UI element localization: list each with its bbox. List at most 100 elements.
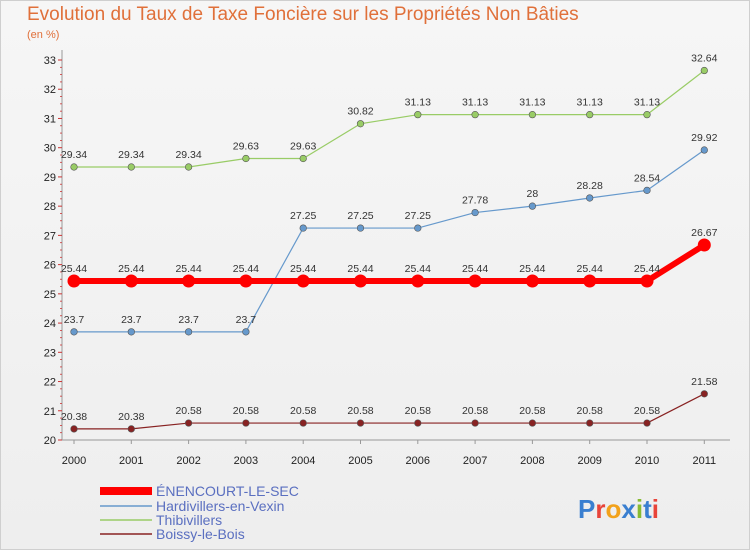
y-tick-label: 31: [44, 113, 56, 125]
series-line: [74, 393, 705, 430]
data-label: 25.44: [634, 263, 660, 275]
series-line: [74, 70, 705, 168]
x-tick-label: 2003: [234, 455, 258, 467]
data-label: 31.13: [634, 97, 660, 109]
data-point: [414, 111, 422, 119]
y-tick-label: 29: [44, 172, 56, 184]
series-thibivillers: 29.34 29.34 29.34 29.63 29.63 30.82 31.13 31.13…: [61, 53, 718, 171]
legend-label: ÉNENCOURT-LE-SEC: [156, 483, 299, 499]
x-tick-label: 2002: [176, 455, 200, 467]
data-label: 31.13: [462, 97, 488, 109]
series--nencourt-le-sec: 25.44 25.44 25.44 25.44 25.44 25.44 25.44 25.44…: [61, 227, 718, 288]
chart-title: Evolution du Taux de Taxe Foncière sur l…: [27, 4, 579, 25]
data-label: 21.58: [691, 376, 717, 388]
data-point: [643, 111, 651, 119]
data-label: 25.44: [233, 263, 259, 275]
data-label: 30.82: [347, 106, 373, 118]
legend-item: ÉNENCOURT-LE-SEC: [100, 483, 299, 499]
data-label: 31.13: [519, 97, 545, 109]
x-tick-label: 2007: [463, 455, 487, 467]
x-tick-label: 2000: [62, 455, 86, 467]
data-point: [239, 274, 253, 288]
proxiti-logo: Proxiti: [578, 494, 659, 524]
series-line: [74, 149, 705, 333]
data-point: [586, 194, 594, 202]
series-boissy-le-bois: 20.38 20.38 20.58 20.58 20.58 20.58 20.58 20.58…: [61, 376, 718, 433]
data-label: 28: [527, 188, 539, 200]
x-tick-label: 2001: [119, 455, 143, 467]
series-line: [74, 242, 706, 284]
data-point: [242, 154, 250, 163]
data-label: 31.13: [405, 97, 431, 109]
data-point: [299, 224, 307, 232]
data-point: [127, 163, 135, 171]
data-point: [528, 111, 537, 119]
x-tick-label: 2010: [635, 455, 659, 467]
data-label: 29.34: [175, 149, 201, 161]
data-point: [414, 224, 422, 232]
data-label: 20.38: [61, 411, 87, 423]
data-label: 27.25: [347, 210, 373, 222]
data-label: 27.25: [290, 210, 316, 222]
legend-item: Boissy-le-Bois: [100, 526, 245, 542]
data-point: [67, 274, 81, 288]
data-label: 25.44: [405, 263, 431, 275]
data-label: 20.38: [118, 411, 144, 423]
data-label: 20.58: [462, 405, 488, 417]
y-tick-label: 24: [44, 318, 56, 330]
data-label: 27.25: [405, 210, 431, 222]
x-tick-label: 2011: [692, 455, 716, 467]
legend-item: Thibivillers: [100, 512, 222, 528]
data-point: [124, 274, 138, 288]
y-tick-label: 22: [44, 377, 56, 389]
data-label: 25.44: [462, 263, 488, 275]
series-hardivillers-en-vexin: 23.7 23.7 23.7 23.7 27.25 27.25 27.25 27.78 28 28…: [64, 132, 718, 336]
data-label: 28.28: [577, 180, 603, 192]
data-point: [528, 419, 537, 427]
legend-item: Hardivillers-en-Vexin: [100, 498, 284, 514]
x-tick-label: 2005: [348, 455, 372, 467]
data-point: [242, 328, 250, 336]
legend-label: Hardivillers-en-Vexin: [156, 498, 284, 514]
data-point: [70, 163, 78, 171]
data-label: 27.78: [462, 195, 488, 207]
data-point: [697, 238, 711, 252]
y-tick-label: 27: [44, 230, 56, 242]
data-label: 25.44: [118, 263, 144, 275]
data-point: [127, 328, 135, 336]
data-label: 25.44: [61, 263, 87, 275]
data-point: [185, 419, 193, 427]
data-label: 29.34: [118, 149, 144, 161]
y-tick-label: 20: [44, 435, 56, 447]
data-label: 29.92: [691, 132, 717, 144]
x-tick-label: 2008: [520, 455, 544, 467]
y-tick-label: 30: [44, 143, 56, 155]
data-label: 32.64: [691, 53, 717, 65]
unit-label: (en %): [27, 29, 60, 41]
y-tick-label: 23: [44, 347, 56, 359]
data-point: [700, 390, 708, 398]
data-point: [296, 274, 310, 288]
x-tick-label: 2004: [291, 455, 315, 467]
data-point: [299, 419, 307, 427]
data-point: [471, 111, 479, 119]
data-point: [640, 274, 654, 288]
data-label: 20.58: [634, 405, 660, 417]
data-label: 25.44: [519, 263, 545, 275]
x-tick-label: 2009: [577, 455, 601, 467]
y-tick-label: 25: [44, 289, 56, 301]
data-point: [586, 419, 594, 427]
data-point: [70, 425, 78, 433]
logo-text: Proxiti: [578, 494, 659, 524]
data-point: [356, 419, 365, 427]
data-label: 25.44: [347, 263, 373, 275]
data-label: 23.7: [178, 314, 199, 326]
data-point: [299, 154, 307, 163]
data-label: 20.58: [519, 405, 545, 417]
data-point: [242, 419, 250, 427]
data-point: [586, 111, 594, 119]
data-label: 20.58: [405, 405, 431, 417]
data-point: [185, 328, 193, 336]
legend-label: Boissy-le-Bois: [156, 526, 245, 542]
